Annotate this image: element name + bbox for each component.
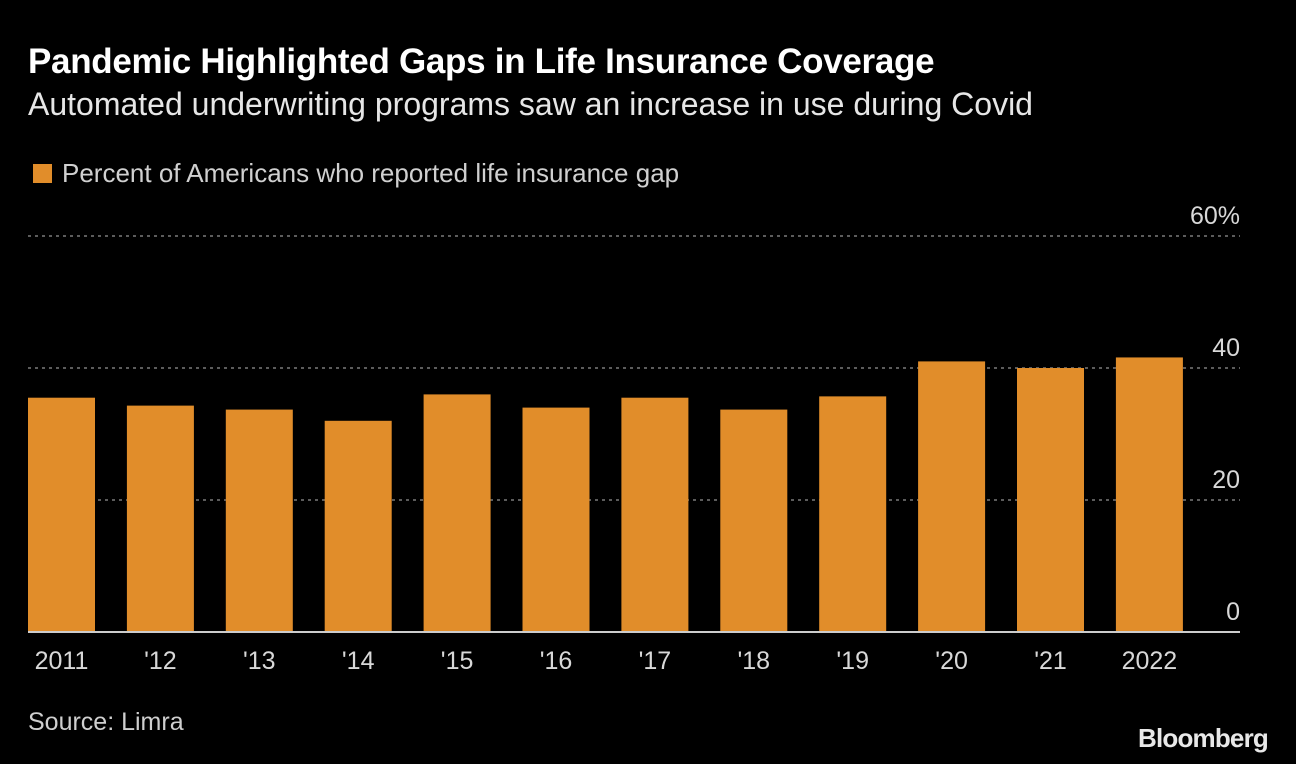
bloomberg-logo: Bloomberg bbox=[1137, 723, 1269, 753]
legend-swatch bbox=[33, 164, 52, 183]
x-tick-label: '14 bbox=[342, 647, 375, 675]
legend-label: Percent of Americans who reported life i… bbox=[62, 158, 680, 188]
y-tick-label: 0 bbox=[1226, 598, 1240, 626]
bar bbox=[621, 397, 689, 632]
x-tick-label: 2011 bbox=[35, 647, 89, 675]
x-tick-label: '19 bbox=[836, 647, 869, 675]
bar bbox=[423, 394, 491, 632]
x-tick-label: '15 bbox=[441, 647, 474, 675]
bar bbox=[1017, 368, 1084, 632]
x-tick-label: '16 bbox=[540, 647, 573, 675]
bar bbox=[225, 409, 293, 632]
y-tick-label: 20 bbox=[1212, 466, 1240, 494]
bar bbox=[28, 397, 95, 632]
y-tick-label: 60% bbox=[1190, 202, 1240, 230]
source-note: Source: Limra bbox=[28, 708, 184, 736]
x-tick-label: 2022 bbox=[1122, 647, 1178, 675]
bars bbox=[28, 357, 1183, 632]
tick-labels: 0 20 40 60% 2011 '12 '13 '14 '15 '16 '17 '18 '19 '20 '… bbox=[35, 202, 1240, 675]
legend: Percent of Americans who reported life i… bbox=[33, 158, 679, 189]
bar bbox=[720, 409, 788, 632]
chart-title: Pandemic Highlighted Gaps in Life Insura… bbox=[28, 42, 935, 81]
x-tick-label: '18 bbox=[738, 647, 771, 675]
bar bbox=[522, 407, 590, 632]
bar bbox=[324, 420, 392, 632]
x-tick-label: '13 bbox=[243, 647, 276, 675]
bar bbox=[126, 405, 194, 632]
x-tick-label: '20 bbox=[935, 647, 968, 675]
chart-subtitle: Automated underwriting programs saw an i… bbox=[28, 86, 1033, 122]
x-tick-label: '12 bbox=[144, 647, 177, 675]
x-tick-label: '21 bbox=[1034, 647, 1067, 675]
bar bbox=[1115, 357, 1183, 632]
bar bbox=[918, 361, 986, 632]
bar bbox=[819, 396, 887, 632]
x-tick-label: '17 bbox=[639, 647, 672, 675]
y-tick-label: 40 bbox=[1212, 334, 1240, 362]
